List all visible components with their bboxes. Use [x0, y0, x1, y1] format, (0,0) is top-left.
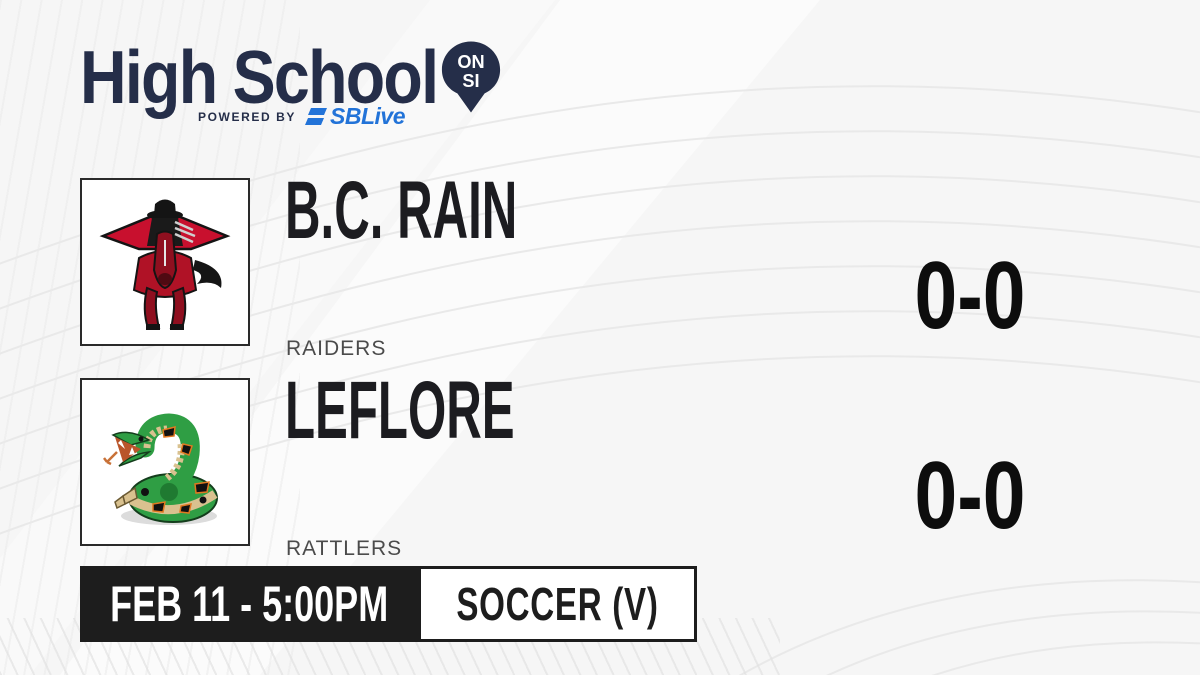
game-datetime: FEB 11 - 5:00PM [109, 576, 389, 632]
pin-text-on: ON [457, 52, 484, 72]
sblive-wordmark: SBLive [330, 103, 405, 129]
game-event-box: SOCCER (V) [418, 566, 697, 642]
pin-text-si: SI [462, 71, 479, 91]
team2-logo-box [80, 378, 250, 546]
team2-name: LEFLORE [285, 365, 515, 456]
sblive-logo: SBLive [305, 105, 405, 128]
game-event: SOCCER (V) [456, 578, 659, 630]
team1-name: B.C. RAIN [285, 165, 518, 256]
powered-by-label: POWERED BY [198, 109, 297, 124]
game-datetime-box: FEB 11 - 5:00PM [80, 566, 418, 642]
brand-title: High School [80, 35, 439, 119]
sblive-chevron-icon [305, 107, 328, 125]
team1-mascot: RAIDERS [286, 337, 387, 360]
leflore-rattlesnake-logo [103, 413, 218, 525]
team2-score: 0-0 [914, 442, 1026, 549]
team1-logo-box [80, 178, 250, 346]
onsi-location-pin-icon: ON SI [441, 41, 501, 113]
team2-mascot: RATTLERS [286, 537, 403, 560]
powered-by-row: POWERED BY SBLive [198, 105, 405, 128]
bc-rain-mustang-rider-logo [99, 199, 231, 330]
team1-score: 0-0 [914, 242, 1026, 349]
